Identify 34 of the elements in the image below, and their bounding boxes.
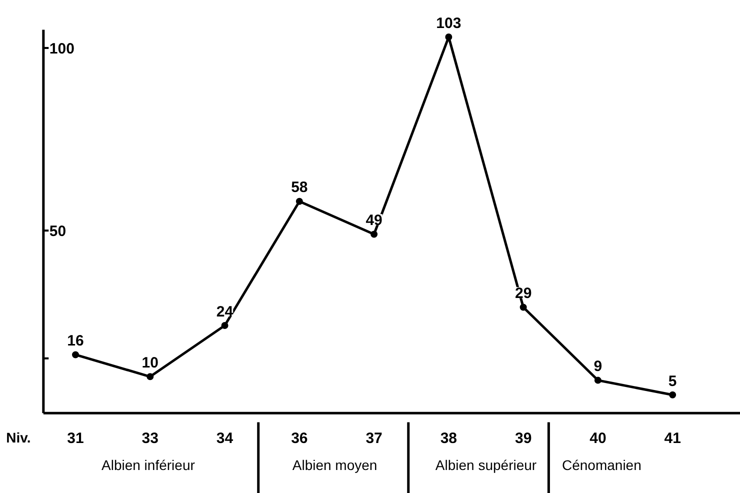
x-tick-label: 37: [366, 430, 382, 447]
data-label: 103: [436, 14, 462, 32]
data-label: 58: [291, 179, 308, 196]
data-label: 9: [594, 358, 602, 376]
data-label: 29: [514, 285, 532, 302]
x-tick-label: 40: [590, 430, 606, 447]
text: Albien supérieur: [435, 457, 537, 474]
data-label: 24: [216, 303, 234, 320]
x-tick-label: 36: [291, 430, 308, 447]
text: Albien moyen: [292, 457, 378, 474]
point: [146, 373, 154, 380]
point: [594, 376, 602, 384]
point: [221, 322, 228, 330]
y-tick-label: 50: [49, 223, 66, 240]
point: [445, 34, 452, 41]
data-label: 5: [668, 372, 677, 390]
text: Albien inférieur: [102, 457, 196, 474]
x-tick-label: 33: [142, 430, 158, 447]
data-label: 10: [142, 354, 158, 372]
point: [72, 351, 80, 358]
point: [520, 304, 527, 311]
text: Cénomanien: [562, 457, 642, 474]
x-tick-label: 31: [67, 430, 84, 447]
x-axis-title: Niv.: [6, 429, 31, 446]
x-tick-label: 39: [514, 430, 532, 447]
x-tick-label: 41: [664, 430, 681, 447]
data-label: 16: [67, 332, 84, 350]
x-tick-label: 38: [440, 430, 458, 447]
data-label: 49: [366, 212, 382, 230]
point: [296, 198, 303, 205]
point: [370, 230, 378, 238]
y-tick-label: 100: [49, 40, 74, 58]
x-tick-label: 34: [216, 430, 234, 447]
point: [669, 391, 676, 398]
